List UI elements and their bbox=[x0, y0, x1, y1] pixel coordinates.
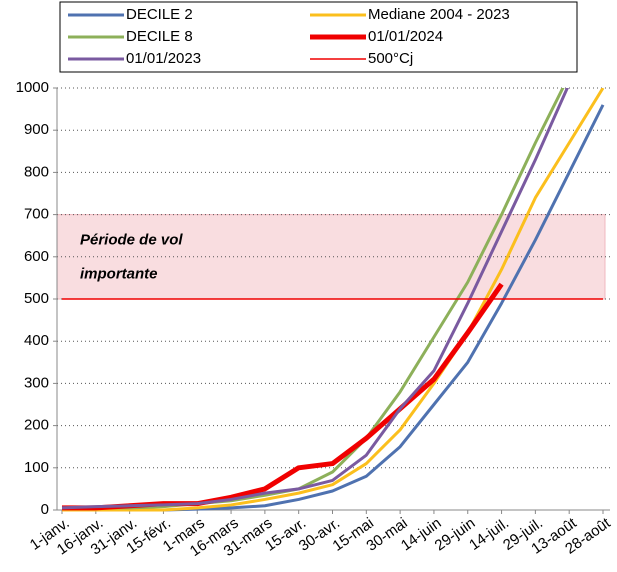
legend-label: 500°Cj bbox=[368, 50, 413, 67]
legend: DECILE 2 Mediane 2004 - 2023 DECILE 8 01/01… bbox=[68, 6, 510, 67]
y-tick-label: 0 bbox=[41, 501, 49, 518]
band-label: Période de vol bbox=[80, 232, 183, 249]
series-line bbox=[62, 88, 605, 512]
band-label: importante bbox=[80, 266, 158, 283]
y-tick-label: 400 bbox=[24, 332, 49, 349]
y-tick-label: 900 bbox=[24, 121, 49, 138]
y-tick-label: 1000 bbox=[16, 79, 49, 96]
y-tick-label: 200 bbox=[24, 417, 49, 434]
y-tick-label: 300 bbox=[24, 374, 49, 391]
y-tick-label: 700 bbox=[24, 206, 49, 223]
y-tick-label: 500 bbox=[24, 290, 49, 307]
y-tick-label: 800 bbox=[24, 163, 49, 180]
y-tick-label: 600 bbox=[24, 248, 49, 265]
legend-label: Mediane 2004 - 2023 bbox=[368, 6, 510, 23]
series-line bbox=[62, 104, 605, 512]
legend-label: 01/01/2023 bbox=[126, 50, 201, 67]
y-tick-label: 100 bbox=[24, 459, 49, 476]
series-line bbox=[62, 282, 504, 511]
legend-label: DECILE 8 bbox=[126, 28, 193, 45]
series-line bbox=[61, 88, 569, 510]
legend-label: DECILE 2 bbox=[126, 6, 193, 23]
legend-label: 01/01/2024 bbox=[368, 28, 443, 45]
series-line bbox=[62, 88, 565, 510]
